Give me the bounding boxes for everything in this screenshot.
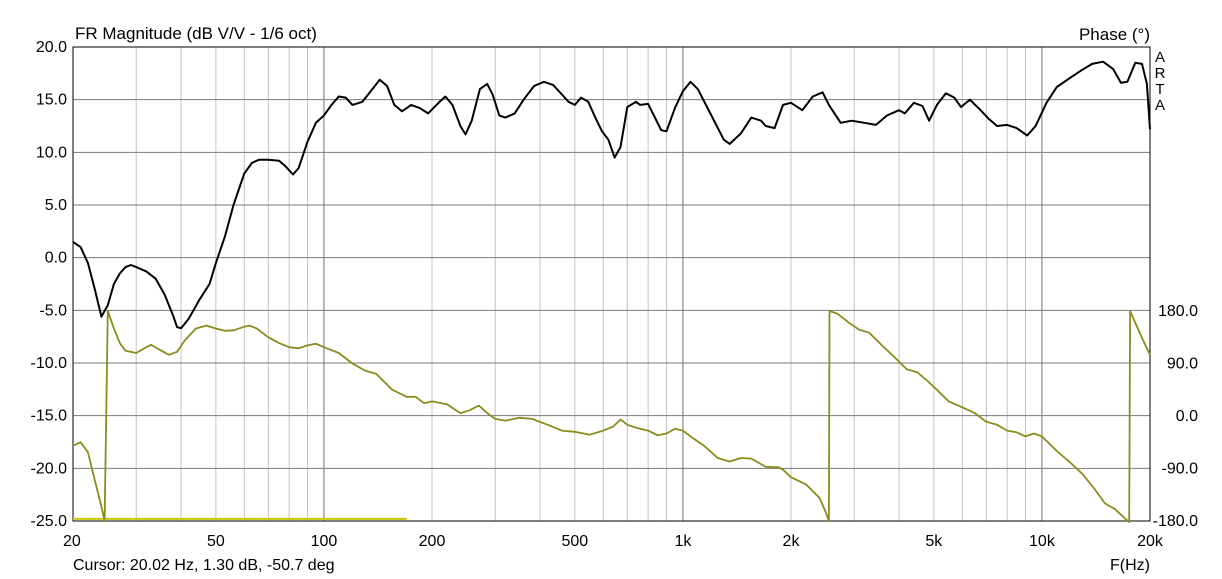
brand-letter-t: T [1155,81,1164,98]
phase-axis-title: Phase (°) [1079,25,1150,44]
y-tick-label: 5.0 [45,197,67,214]
x-tick-label: 10k [1029,533,1056,550]
y2-tick-label: -90.0 [1162,461,1199,478]
x-axis-ticks: 20 50 100 200 500 1k 2k 5k 10k 20k [63,533,1164,550]
y2-tick-label: 0.0 [1176,408,1198,425]
x-tick-label: 200 [419,533,446,550]
series-layer [72,60,1151,524]
brand-letter-a2: A [1155,97,1165,114]
y-tick-label: -10.0 [31,355,68,372]
x-axis-label: F(Hz) [1110,557,1150,574]
magnitude-curve [72,60,1151,330]
brand-letter-r: R [1155,65,1166,82]
x-tick-label: 20k [1137,533,1164,550]
x-tick-label: 500 [562,533,589,550]
x-tick-label: 2k [783,533,801,550]
chart-title: FR Magnitude (dB V/V - 1/6 oct) [75,24,317,43]
grid-minor [135,47,1043,521]
y-tick-label: 20.0 [36,39,67,56]
x-tick-label: 100 [311,533,338,550]
x-tick-label: 5k [925,533,943,550]
y-tick-label: -25.0 [31,513,68,530]
y-tick-label: 10.0 [36,144,67,161]
y-axis-right-ticks: 180.0 90.0 0.0 -90.0 -180.0 [1153,303,1198,530]
x-tick-label: 1k [674,533,692,550]
y2-tick-label: -180.0 [1153,513,1198,530]
y2-tick-label: 90.0 [1167,356,1198,373]
y-tick-label: -20.0 [31,460,68,477]
phase-curve [72,310,1151,524]
y-tick-label: -15.0 [31,408,68,425]
y-tick-label: 15.0 [36,92,67,109]
y-tick-label: 0.0 [45,250,67,267]
brand-letter-a: A [1155,49,1165,66]
cursor-readout: Cursor: 20.02 Hz, 1.30 dB, -50.7 deg [73,557,334,574]
x-tick-label: 20 [63,533,81,550]
plot-frame [72,46,1151,522]
grid-major [73,47,1150,521]
y-tick-label: -5.0 [39,302,67,319]
y2-tick-label: 180.0 [1158,303,1198,320]
x-tick-label: 50 [207,533,225,550]
y-axis-left-ticks: 20.0 15.0 10.0 5.0 0.0 -5.0 -10.0 -15.0 -20.0 -25… [31,39,68,530]
